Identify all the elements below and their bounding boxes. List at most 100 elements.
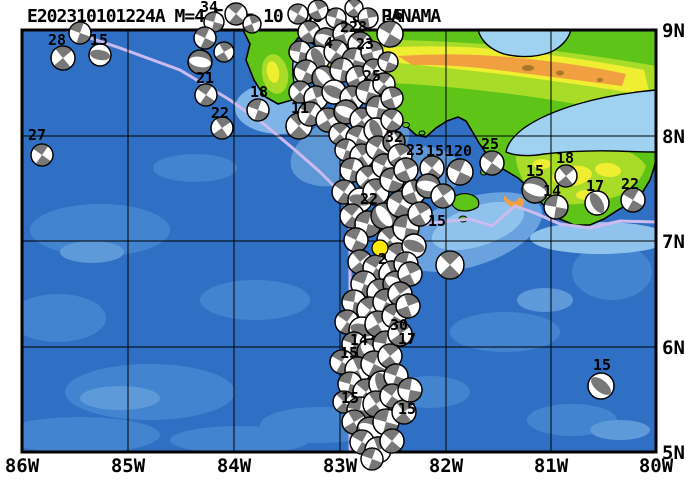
focal-mechanism-icon: [343, 227, 369, 253]
lon-tick-label: 83W: [323, 455, 358, 477]
focal-mechanism-icon: [620, 187, 646, 213]
focal-mechanism-icon: [387, 321, 413, 347]
depth-label: 15: [593, 356, 611, 374]
depth-label: 23: [406, 141, 424, 159]
focal-mechanism-icon: [30, 143, 54, 167]
depth-label: 22: [621, 175, 639, 193]
depth-label: 22: [360, 190, 378, 208]
bay: [505, 89, 656, 157]
ocean-patch: [590, 420, 650, 440]
focal-mechanism-icon: [543, 194, 569, 220]
focal-mechanisms-layer: [30, 0, 646, 471]
focal-mechanism-icon: [554, 164, 578, 188]
lon-tick-label: 82W: [429, 455, 464, 477]
depth-label: 18: [250, 83, 268, 101]
depth-label: 17: [398, 330, 416, 348]
focal-mechanism-icon: [446, 158, 474, 186]
axis-labels: 86W 85W 84W 83W 82W 81W 80W 9N 8N 7N 6N 5N: [5, 20, 685, 477]
focal-mechanism-icon: [587, 372, 615, 400]
focal-mechanism-icon: [380, 108, 404, 132]
focal-mechanism-icon: [357, 7, 379, 29]
focal-mechanism-icon: [380, 86, 404, 110]
depth-label: 120: [445, 142, 472, 160]
depth-label: 17: [586, 177, 604, 195]
focal-mechanism-icon: [187, 49, 213, 75]
depth-label: 23: [356, 35, 374, 53]
depth-label: 21: [196, 69, 214, 87]
depth-label: 16: [385, 6, 403, 24]
focal-mechanism-icon: [407, 201, 433, 227]
ocean-patch: [572, 244, 652, 300]
depth-label: 25: [363, 67, 381, 85]
depth-label: 2: [378, 250, 387, 268]
focal-mechanism-icon: [397, 377, 423, 403]
focal-mechanism-icon: [584, 190, 610, 216]
elevation-band: [504, 195, 525, 209]
depth-label: 228: [340, 18, 367, 36]
focal-mechanism-icon: [435, 250, 465, 280]
ocean-patch: [80, 386, 160, 410]
focal-mechanism-icon: [479, 150, 505, 176]
focal-mechanism-icon: [246, 98, 270, 122]
focal-mechanism-icon: [360, 447, 384, 471]
lon-tick-label: 80W: [639, 455, 674, 477]
focal-mechanism-icon: [307, 0, 329, 21]
depth-label: 15: [428, 212, 446, 230]
focal-mechanism-icon: [397, 261, 423, 287]
depth-label: 15: [90, 31, 108, 49]
elevation-band: [597, 78, 603, 82]
focal-mechanism-icon: [288, 80, 312, 104]
depth-label: 22: [211, 104, 229, 122]
island: [418, 130, 426, 136]
ocean-patch: [30, 204, 170, 256]
depth-label: 30: [390, 316, 408, 334]
focal-mechanism-icon: [242, 14, 262, 34]
focal-mechanism-icon: [203, 11, 225, 33]
focal-mechanism-icon: [377, 343, 403, 369]
lon-tick-label: 85W: [111, 455, 146, 477]
focal-mechanism-icon: [377, 51, 399, 73]
lat-tick-label: 6N: [662, 337, 685, 359]
depth-label: 15: [340, 344, 358, 362]
focal-mechanism-icon: [376, 20, 404, 48]
elevation-band: [556, 70, 564, 76]
ocean-patch: [450, 312, 560, 352]
focal-mechanism-icon: [391, 399, 417, 425]
elevation-band: [266, 61, 280, 83]
ocean-patch: [153, 154, 237, 182]
depth-label: 15: [341, 389, 359, 407]
highlighted-event-icon: [371, 239, 389, 257]
depth-label: 32: [385, 128, 403, 146]
lat-tick-label: 8N: [662, 126, 685, 148]
focal-mechanism-icon: [210, 116, 234, 140]
lon-tick-label: 86W: [5, 455, 40, 477]
elevation-band: [533, 159, 551, 169]
island: [402, 122, 410, 128]
depth-label: 14: [543, 182, 561, 200]
lon-tick-label: 84W: [217, 455, 252, 477]
depth-label: 14: [350, 331, 368, 349]
depth-label: 4: [324, 34, 333, 52]
depth-label: 25: [481, 135, 499, 153]
ocean-patch: [22, 417, 160, 452]
elevation-band: [398, 54, 626, 86]
focal-mechanism-icon: [50, 45, 76, 71]
focal-mechanism-icon: [430, 183, 456, 209]
ocean-patch: [22, 294, 106, 342]
focal-mechanism-icon: [68, 21, 92, 45]
island: [450, 192, 480, 212]
ocean-patch: [200, 280, 310, 320]
ocean-patch: [517, 288, 573, 312]
lat-tick-label: 5N: [662, 442, 685, 464]
ocean-patch: [60, 241, 124, 263]
depth-label: 15: [526, 162, 544, 180]
focal-mechanism-icon: [193, 26, 217, 50]
shallow-water: [431, 201, 525, 251]
focal-mechanism-icon: [521, 176, 549, 204]
shallow-water: [530, 222, 656, 254]
depth-label: 11: [291, 99, 309, 117]
elevation-band: [595, 162, 621, 178]
